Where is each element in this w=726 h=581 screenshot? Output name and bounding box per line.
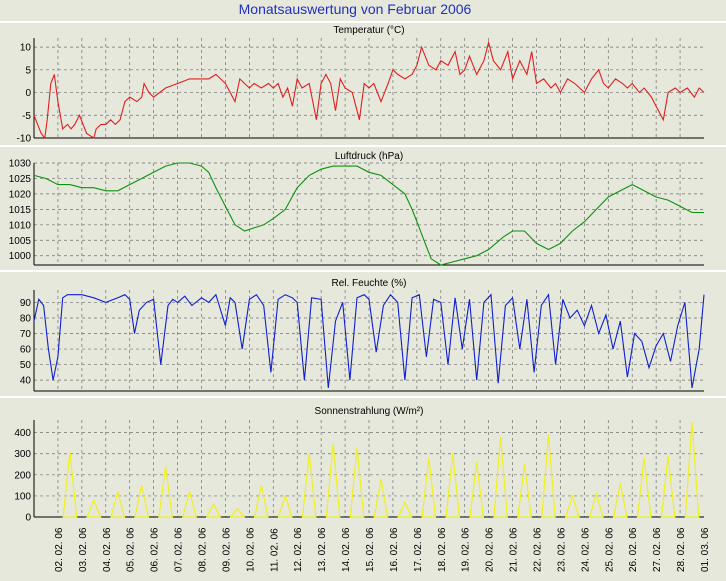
radiation-spike: [86, 498, 102, 518]
radiation-ytick-label: 0: [25, 513, 31, 524]
radiation-spike: [110, 489, 126, 518]
radiation-spike: [301, 453, 317, 518]
pressure-ytick-label: 1005: [9, 236, 32, 247]
pressure-ytick-label: 1010: [9, 220, 32, 231]
x-date-label: 13. 02. 06: [317, 527, 328, 572]
temperature-series-line: [33, 40, 705, 140]
x-date-label: 21. 02. 06: [509, 527, 520, 572]
radiation-spike: [349, 447, 365, 518]
radiation-spike: [134, 485, 150, 518]
x-date-label: 24. 02. 06: [580, 527, 591, 572]
x-date-label: 20. 02. 06: [485, 527, 496, 572]
humidity-ytick-label: 60: [20, 345, 32, 356]
x-date-label: 04. 02. 06: [102, 527, 113, 572]
radiation-spike: [373, 478, 389, 518]
radiation-spike: [62, 451, 78, 518]
humidity-ytick-label: 70: [20, 329, 32, 340]
x-date-label: 10. 02. 06: [245, 527, 256, 572]
radiation-spike: [493, 436, 508, 518]
radiation-spike: [636, 457, 652, 518]
x-date-label: 15. 02. 06: [365, 527, 376, 572]
temperature-ytick-label: -5: [22, 111, 31, 122]
radiation-spike: [612, 483, 628, 518]
x-date-label: 02. 02. 06: [54, 527, 65, 572]
x-date-label: 05. 02. 06: [126, 527, 137, 572]
radiation-spike: [588, 491, 604, 518]
x-date-label: 07. 02. 06: [174, 527, 185, 572]
radiation-spike: [205, 503, 222, 518]
radiation-title: Sonnenstrahlung (W/m²): [315, 406, 424, 417]
x-date-label: 14. 02. 06: [341, 527, 352, 572]
x-date-label: 27. 02. 06: [652, 527, 663, 572]
pressure-ytick-label: 1030: [9, 159, 32, 170]
temperature-ytick-label: -10: [17, 134, 32, 145]
radiation-ytick-label: 100: [14, 491, 31, 502]
temperature-title: Temperatur (°C): [333, 25, 404, 36]
humidity-series-line: [33, 293, 705, 389]
humidity-ytick-label: 80: [20, 313, 32, 324]
humidity-title: Rel. Feuchte (%): [331, 278, 406, 289]
radiation-spike: [158, 466, 173, 518]
pressure-ytick-label: 1020: [9, 189, 32, 200]
radiation-spike: [182, 489, 198, 518]
x-date-label: 19. 02. 06: [461, 527, 472, 572]
pressure-series-line: [33, 162, 704, 266]
temperature-ytick-label: 5: [25, 65, 31, 76]
x-date-label: 16. 02. 06: [389, 527, 400, 572]
humidity-ytick-label: 50: [20, 360, 32, 371]
x-date-label: 26. 02. 06: [628, 527, 639, 572]
x-date-label: 08. 02. 06: [198, 527, 209, 572]
x-date-label: 17. 02. 06: [413, 527, 424, 572]
radiation-spike: [253, 485, 269, 518]
figure-title: Monatsauswertung von Februar 2006: [239, 1, 472, 17]
radiation-spike: [325, 443, 341, 518]
x-date-label: 23. 02. 06: [556, 527, 567, 572]
x-date-label: 09. 02. 06: [221, 527, 232, 572]
humidity-ytick-label: 90: [20, 298, 32, 309]
x-date-label: 18. 02. 06: [437, 527, 448, 572]
radiation-spike: [421, 457, 437, 518]
temperature-ytick-label: 0: [25, 88, 31, 99]
radiation-spike: [517, 464, 532, 518]
x-date-label: 22. 02. 06: [533, 527, 544, 572]
radiation-spike: [469, 462, 485, 518]
pressure-ytick-label: 1025: [9, 174, 32, 185]
radiation-spike: [684, 422, 700, 518]
radiation-spike: [229, 507, 246, 518]
humidity-ytick-label: 40: [20, 376, 32, 387]
pressure-ytick-label: 1015: [9, 205, 32, 216]
radiation-spike: [445, 453, 461, 518]
radiation-spike: [397, 500, 413, 518]
x-date-label: 01. 03. 06: [700, 527, 711, 572]
temperature-ytick-label: 10: [20, 43, 32, 54]
x-date-label: 12. 02. 06: [293, 527, 304, 572]
x-date-label: 03. 02. 06: [78, 527, 89, 572]
radiation-ytick-label: 400: [14, 428, 31, 439]
radiation-spike: [541, 434, 556, 518]
radiation-ytick-label: 200: [14, 470, 31, 481]
pressure-ytick-label: 1000: [9, 251, 32, 262]
x-date-label: 11. 02. 06: [269, 528, 280, 572]
radiation-spike: [564, 493, 580, 518]
x-date-label: 28. 02. 06: [676, 527, 687, 572]
radiation-spike: [660, 455, 676, 518]
x-date-label: 25. 02. 06: [604, 527, 615, 572]
radiation-ytick-label: 300: [14, 449, 31, 460]
x-date-label: 06. 02. 06: [150, 527, 161, 572]
radiation-spike: [277, 493, 293, 518]
pressure-title: Luftdruck (hPa): [335, 151, 403, 162]
